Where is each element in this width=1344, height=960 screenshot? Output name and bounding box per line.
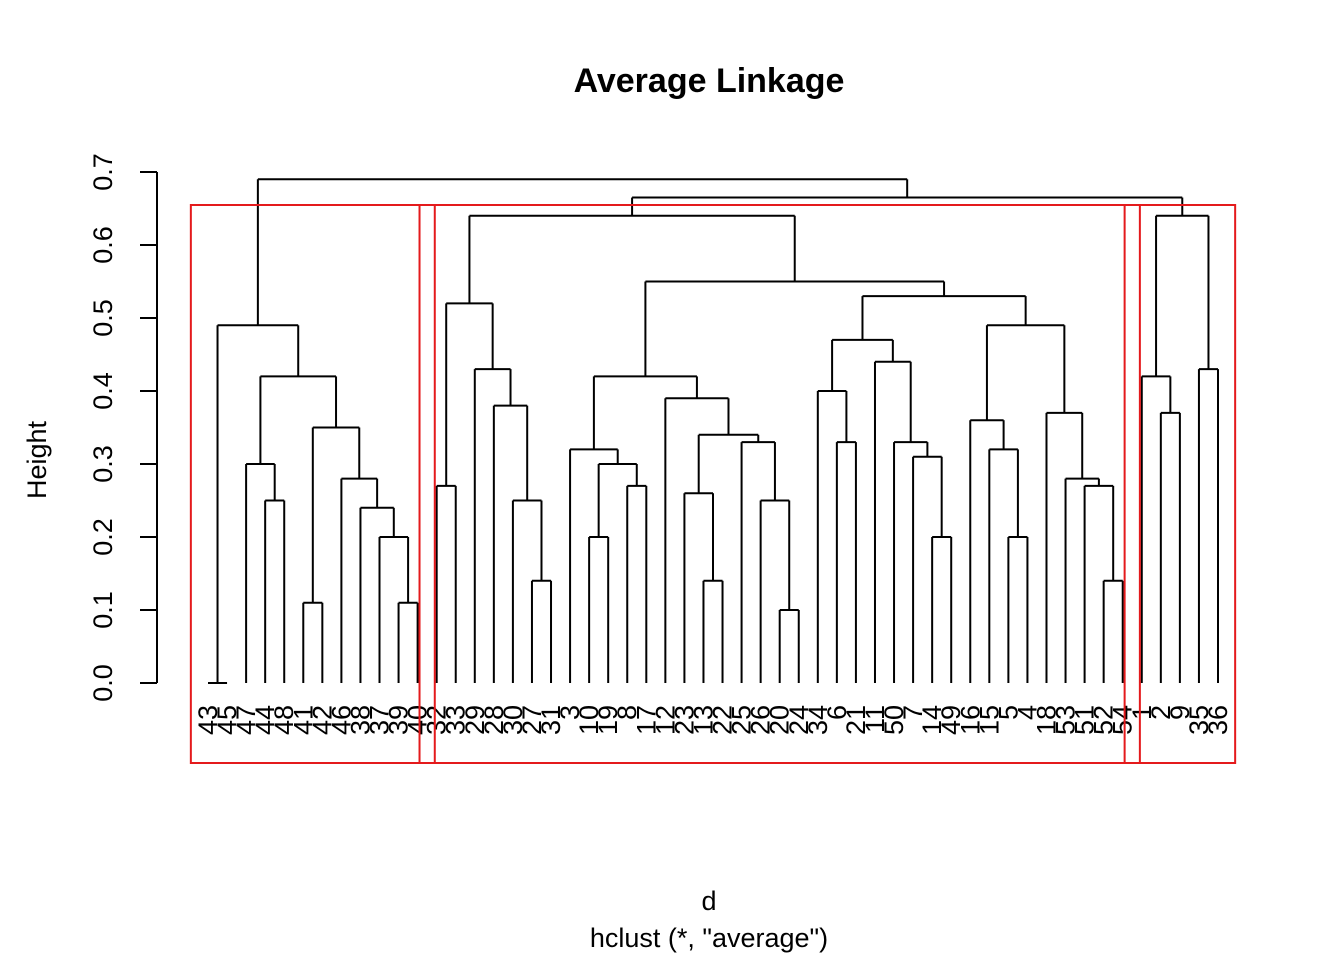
chart-title: Average Linkage: [574, 62, 845, 100]
leaf-label: 48: [269, 705, 299, 735]
leaf-label: 21: [841, 705, 871, 735]
x-axis-label: d: [701, 886, 716, 916]
leaf-label: 38: [345, 705, 375, 735]
y-axis-label: Height: [22, 420, 52, 499]
leaf-label: 31: [536, 705, 566, 735]
leaf-label: 37: [365, 705, 395, 735]
leaf-label: 2: [1146, 705, 1176, 720]
leaf-label: 28: [479, 705, 509, 735]
leaf-label: 45: [212, 705, 242, 735]
leaf-label: 12: [650, 705, 680, 735]
leaf-label: 35: [1184, 705, 1214, 735]
leaf-label: 14: [917, 705, 947, 735]
leaf-label: 9: [1165, 705, 1195, 720]
leaf-label: 24: [784, 705, 814, 735]
cluster-box: [1123, 204, 1237, 764]
leaf-label: 17: [631, 705, 661, 735]
leaf-label: 52: [1089, 705, 1119, 735]
y-tick-label: 0.1: [88, 591, 118, 629]
chart-subtitle: hclust (*, "average"): [590, 923, 828, 953]
leaf-label: 26: [746, 705, 776, 735]
leaf-label: 20: [765, 705, 795, 735]
y-tick-label: 0.7: [88, 153, 118, 191]
leaf-label: 40: [403, 705, 433, 735]
leaf-label: 19: [593, 705, 623, 735]
leaf-label: 5: [993, 705, 1023, 720]
leaf-label: 22: [708, 705, 738, 735]
dendrogram-tree: [208, 178, 1219, 684]
leaf-label: 16: [955, 705, 985, 735]
leaf-label: 18: [1031, 705, 1061, 735]
leaf-label: 30: [498, 705, 528, 735]
y-tick-label: 0.5: [88, 299, 118, 337]
leaf-label: 41: [288, 705, 318, 735]
leaf-label: 29: [460, 705, 490, 735]
leaf-label: 7: [898, 705, 928, 720]
leaf-label: 34: [803, 705, 833, 735]
leaf-label: 10: [574, 705, 604, 735]
leaf-label: 36: [1203, 705, 1233, 735]
leaf-label: 6: [822, 705, 852, 720]
leaf-label: 53: [1051, 705, 1081, 735]
y-axis: 0.0 0.1 0.2 0.3 0.4 0.5 0.6 0.7: [88, 153, 158, 702]
leaf-label: 27: [517, 705, 547, 735]
leaf-label: 8: [612, 705, 642, 720]
leaf-label: 47: [231, 705, 261, 735]
leaf-label: 23: [669, 705, 699, 735]
leaf-label: 50: [879, 705, 909, 735]
leaf-label: 1: [1127, 705, 1157, 720]
cluster-boxes: [189, 204, 1237, 764]
leaf-label: 32: [422, 705, 452, 735]
y-tick-label: 0.0: [88, 664, 118, 702]
leaf-label: 51: [1070, 705, 1100, 735]
cluster-box: [189, 204, 436, 764]
y-tick-label: 0.6: [88, 226, 118, 264]
leaf-label: 33: [441, 705, 471, 735]
leaf-label: 13: [688, 705, 718, 735]
leaf-label: 49: [936, 705, 966, 735]
leaf-label: 39: [384, 705, 414, 735]
leaf-label: 46: [326, 705, 356, 735]
y-tick-label: 0.4: [88, 372, 118, 410]
leaf-label: 54: [1108, 705, 1138, 735]
leaf-label: 25: [727, 705, 757, 735]
leaf-label: 15: [974, 705, 1004, 735]
leaf-label: 42: [307, 705, 337, 735]
leaf-label: 11: [860, 705, 890, 733]
leaf-labels: 4345474448414246383739403233292830273131…: [193, 705, 1233, 735]
leaf-label: 3: [555, 705, 585, 720]
leaf-label: 44: [250, 705, 280, 735]
cluster-box: [418, 204, 1141, 764]
leaf-label: 4: [1012, 705, 1042, 720]
leaf-label: 43: [193, 705, 223, 735]
y-tick-label: 0.3: [88, 445, 118, 483]
y-tick-label: 0.2: [88, 518, 118, 556]
